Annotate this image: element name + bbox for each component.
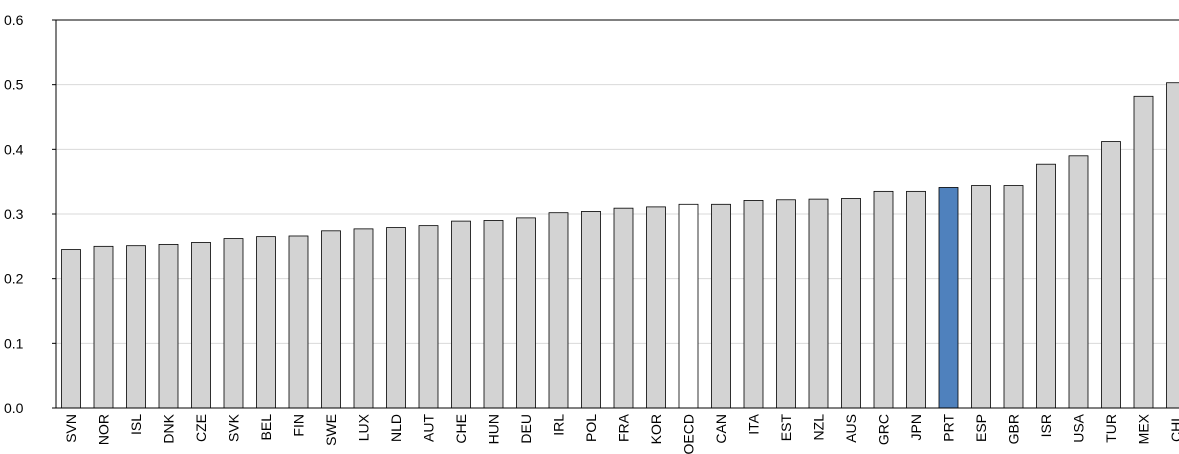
axes <box>52 19 1179 409</box>
bar-deu <box>516 217 536 409</box>
x-category-label: ISR <box>1038 414 1054 437</box>
bars <box>61 82 1179 409</box>
bar-aus <box>841 198 861 409</box>
x-category-label: IRL <box>551 414 567 436</box>
x-category-label: ISL <box>128 414 144 435</box>
x-category-label: ESP <box>973 414 989 442</box>
bar-bel <box>256 236 276 409</box>
bar-swe <box>321 230 341 409</box>
x-category-label: MEX <box>1136 413 1152 444</box>
x-category-label: NOR <box>96 414 112 445</box>
x-category-label: CHL <box>1168 414 1179 442</box>
x-category-label: CZE <box>193 414 209 442</box>
bar-oecd <box>678 203 699 409</box>
y-tick-label: 0.3 <box>4 206 24 222</box>
x-category-label: LUX <box>356 413 372 441</box>
x-category-label: POL <box>583 414 599 442</box>
bar-svn <box>61 249 81 409</box>
y-tick-label: 0.1 <box>4 335 24 351</box>
x-category-label: GRC <box>876 414 892 445</box>
bar-can <box>711 203 731 409</box>
bar-hun <box>483 220 504 409</box>
bar-lux <box>353 228 374 409</box>
x-category-label: PRT <box>941 414 957 442</box>
y-tick-label: 0.0 <box>4 400 24 416</box>
bar-ita <box>743 200 764 409</box>
x-category-label: KOR <box>648 414 664 444</box>
bar-isr <box>1036 163 1056 409</box>
bar-est <box>776 199 796 409</box>
bar-kor <box>646 206 666 409</box>
x-category-label: ITA <box>746 413 762 434</box>
x-category-label: BEL <box>258 414 274 441</box>
bar-prt <box>938 187 959 409</box>
x-category-label: JPN <box>908 414 924 440</box>
x-category-label: TUR <box>1103 414 1119 443</box>
bar-nld <box>386 227 406 409</box>
x-category-label: AUT <box>421 414 437 442</box>
y-tick-label: 0.2 <box>4 271 24 287</box>
bar-nor <box>93 245 114 409</box>
x-category-label: FIN <box>291 414 307 437</box>
x-category-label: AUS <box>843 414 859 443</box>
bar-svk <box>223 238 244 409</box>
x-category-label: USA <box>1071 413 1087 442</box>
bar-usa <box>1068 155 1089 409</box>
y-tick-labels: 0.0 0.1 0.2 0.3 0.4 0.5 0.6 <box>4 12 24 416</box>
x-category-label: CAN <box>713 414 729 444</box>
bar-mex <box>1133 95 1154 409</box>
bar-pol <box>581 211 601 409</box>
x-category-label: DEU <box>518 414 534 444</box>
x-category-label: SVN <box>63 414 79 443</box>
bar-fra <box>613 207 634 409</box>
bar-grc <box>873 190 894 409</box>
x-category-label: NLD <box>388 414 404 442</box>
x-category-label: GBR <box>1006 414 1022 444</box>
x-category-label: NZL <box>811 414 827 441</box>
x-category-label: HUN <box>486 414 502 444</box>
y-tick-label: 0.4 <box>4 141 24 157</box>
bar-fin <box>288 235 309 409</box>
y-tick-label: 0.6 <box>4 12 24 28</box>
y-tick-label: 0.5 <box>4 77 24 93</box>
x-category-label: CHE <box>453 414 469 444</box>
bar-jpn <box>906 190 926 409</box>
bar-esp <box>971 185 991 409</box>
x-category-label: SVK <box>226 413 242 442</box>
x-category-label: EST <box>778 414 794 442</box>
x-category-label: SWE <box>323 414 339 446</box>
bar-isl <box>126 245 146 409</box>
bar-dnk <box>158 243 179 409</box>
x-category-labels: SVN NOR ISL DNK CZE SVK BEL FIN SWE LUX NLD AUT CHE H… <box>63 413 1179 454</box>
x-category-label: FRA <box>616 413 632 442</box>
bar-aut <box>418 225 439 409</box>
bar-che <box>451 220 471 409</box>
bar-chl <box>1166 82 1179 409</box>
bar-nzl <box>808 198 829 409</box>
bar-irl <box>548 212 569 409</box>
bar-cze <box>191 242 211 409</box>
bar-gbr <box>1003 185 1024 409</box>
x-category-label: DNK <box>161 413 177 443</box>
bar-tur <box>1101 141 1121 409</box>
x-category-label: OECD <box>681 414 697 454</box>
